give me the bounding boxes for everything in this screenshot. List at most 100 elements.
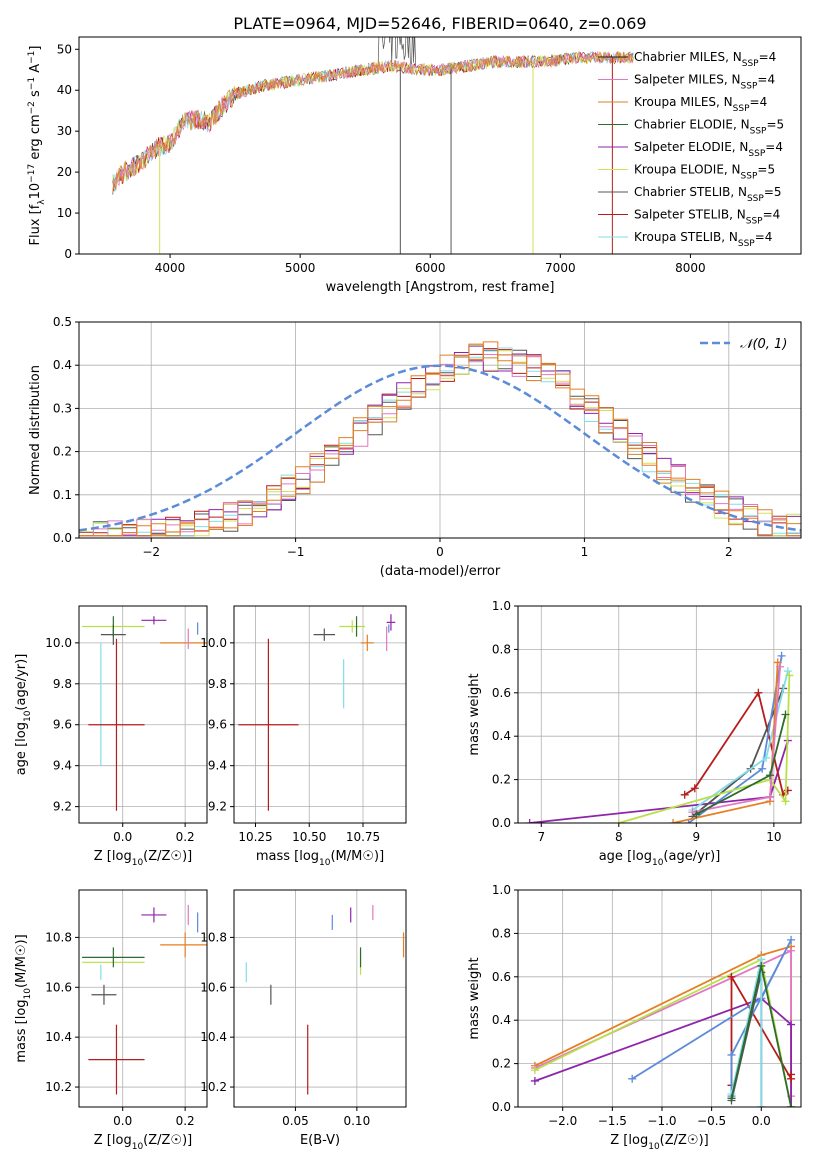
weight-marker [690, 784, 699, 793]
weight-marker [680, 790, 689, 799]
weight-marker [757, 961, 766, 970]
y-tick-label: 9.8 [208, 677, 227, 691]
legend-label: Chabrier STELIB, NSSP=5 [634, 185, 782, 204]
y-axis-label: mass weight [467, 957, 482, 1039]
y-tick-label: 0.4 [492, 729, 511, 743]
errorbar-point [360, 634, 374, 652]
y-tick-label: 10.4 [45, 1030, 72, 1044]
weight-marker [787, 1103, 796, 1107]
weight-marker [783, 667, 792, 676]
x-tick-label: 10.25 [238, 830, 272, 844]
y-tick-label: 0.3 [53, 401, 72, 415]
weight-marker [777, 651, 786, 660]
x-tick-label: 0.2 [176, 1114, 195, 1128]
x-tick-label: 2 [725, 545, 733, 559]
x-tick-label: 5000 [285, 261, 316, 275]
y-tick-label: 1.0 [492, 883, 511, 897]
spectrum-line-chabrier_stelib [112, 37, 634, 195]
normal-curve [79, 364, 801, 532]
axes-frame [517, 605, 802, 824]
legend-label: Chabrier MILES, NSSP=4 [634, 50, 776, 69]
weight-marker [765, 771, 774, 780]
weight-marker [776, 662, 785, 671]
legend-label: Salpeter MILES, NSSP=4 [634, 73, 775, 92]
axes-frame [78, 36, 802, 255]
errorbar-point [88, 638, 145, 811]
y-tick-label: 10.2 [45, 1080, 72, 1094]
legend-label: Kroupa MILES, NSSP=4 [634, 95, 767, 114]
axes-frame [78, 889, 208, 1108]
plot-area [112, 37, 634, 254]
x-tick-label: −2 [142, 545, 160, 559]
weight-line-salpeter_elodie [534, 997, 792, 1107]
axes-frame [78, 605, 208, 824]
y-axis-label: Flux [fλ10−17 erg cm−2 s−1 A−1] [27, 46, 47, 246]
weight-marker [758, 764, 767, 773]
weight-marker [692, 810, 701, 819]
y-tick-label: 0 [64, 247, 72, 261]
y-tick-label: 9.4 [208, 759, 227, 773]
weight-marker [530, 1066, 539, 1075]
y-tick-label: 30 [57, 124, 72, 138]
x-axis-label: (data-model)/error [380, 564, 501, 579]
x-tick-label: 6000 [415, 261, 446, 275]
weight-marker [773, 658, 782, 667]
y-tick-label: 0.1 [53, 488, 72, 502]
errorbar-point [160, 932, 207, 958]
x-tick-label: 0.05 [282, 1114, 309, 1128]
plot-area [525, 651, 794, 823]
weight-marker [787, 935, 796, 944]
y-tick-label: 10.4 [200, 1030, 227, 1044]
panel-age_vs_mass: 10.25 10.50 10.75 9.2 9.4 9.6 9.8 10.0 mass [log… [200, 605, 407, 868]
weight-marker [781, 797, 790, 806]
x-tick-label: 9 [693, 830, 701, 844]
weight-line-extra_orange [534, 945, 792, 1107]
plot-area [82, 616, 207, 811]
legend-label: Salpeter STELIB, NSSP=4 [634, 208, 780, 227]
panel-mass_vs_ebv: 0.05 0.10 10.2 10.4 10.6 10.8 E(B-V) [200, 889, 407, 1148]
x-axis-label: mass [log10(M/M☉)] [256, 849, 384, 868]
weight-line-chabrier_stelib [730, 972, 763, 1107]
plot-area [79, 341, 801, 537]
y-tick-label: 0.0 [53, 531, 72, 545]
x-tick-label: 0.2 [176, 830, 195, 844]
weight-marker [530, 1076, 539, 1085]
weight-line-salpeter_miles [534, 949, 792, 1097]
histogram-kroupa_miles [79, 343, 801, 537]
legend-label: Salpeter ELODIE, NSSP=4 [634, 140, 783, 159]
spectrum-line-kroupa_miles [112, 51, 634, 193]
errorbar-point [91, 984, 117, 1005]
x-axis-label: age [log10(age/yr)] [599, 849, 721, 868]
y-tick-label: 10.8 [200, 930, 227, 944]
x-tick-label: −2.0 [548, 1114, 577, 1128]
y-tick-label: 0.0 [492, 816, 511, 830]
errorbar-point [141, 616, 167, 625]
x-tick-label: 0.10 [343, 1114, 370, 1128]
x-axis-label: E(B-V) [300, 1133, 340, 1148]
y-axis-label: age [log10(age/yr)] [14, 654, 33, 776]
y-tick-label: 0.0 [492, 1100, 511, 1114]
y-tick-label: 0.5 [53, 315, 72, 329]
x-tick-label: −1 [287, 545, 305, 559]
panel-weight_vs_age: 7 8 9 10 0.0 0.2 0.4 0.6 0.8 1.0 age [log10(age/yr… [467, 599, 802, 868]
axes-frame [233, 889, 407, 1108]
x-tick-label: 7000 [545, 261, 576, 275]
y-tick-label: 9.4 [53, 759, 72, 773]
weight-marker [787, 946, 796, 955]
y-tick-label: 9.2 [53, 800, 72, 814]
x-tick-label: 7 [537, 830, 545, 844]
errorbar-point [88, 1024, 145, 1095]
y-tick-label: 1.0 [492, 599, 511, 613]
x-tick-label: 0.0 [113, 1114, 132, 1128]
histogram-extra_orange [79, 341, 801, 537]
y-tick-label: 9.2 [208, 800, 227, 814]
weight-marker [727, 1050, 736, 1059]
weight-marker [787, 1020, 796, 1029]
y-tick-label: 0.2 [492, 1057, 511, 1071]
plot-area [530, 935, 796, 1107]
y-tick-label: 10.6 [45, 980, 72, 994]
y-tick-label: 0.4 [492, 1013, 511, 1027]
weight-marker [614, 819, 623, 823]
x-axis-label: Z [log10(Z/Z☉)] [610, 1133, 708, 1152]
